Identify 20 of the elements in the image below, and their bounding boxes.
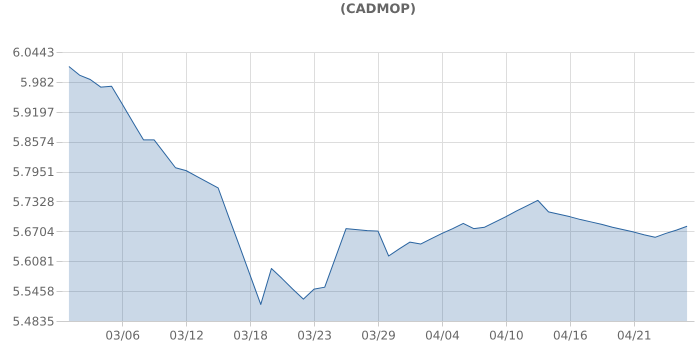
y-tick-label: 5.5458 (12, 284, 54, 299)
x-tick-label: 03/12 (169, 328, 204, 342)
x-tick-label: 03/23 (297, 328, 332, 342)
y-tick-label: 5.8574 (12, 135, 54, 150)
y-tick-label: 5.4835 (12, 314, 54, 328)
y-tick-label: 5.7951 (12, 165, 54, 180)
y-tick-label: 5.982 (20, 75, 54, 90)
y-tick-label: 6.0443 (12, 46, 54, 60)
x-tick-label: 03/06 (105, 328, 140, 342)
y-tick-label: 5.6704 (12, 224, 54, 239)
x-tick-label: 04/16 (553, 328, 588, 342)
y-tick-label: 5.9197 (12, 105, 54, 120)
y-tick-label: 5.6081 (12, 254, 54, 269)
x-tick-label: 04/04 (425, 328, 460, 342)
chart-title: (CADMOP) (340, 2, 416, 17)
x-tick-label: 03/29 (361, 328, 396, 342)
x-tick-label: 04/21 (616, 328, 652, 342)
x-tick-label: 03/18 (233, 328, 268, 342)
x-tick-label: 04/10 (489, 328, 524, 342)
y-tick-label: 5.7328 (12, 194, 54, 209)
